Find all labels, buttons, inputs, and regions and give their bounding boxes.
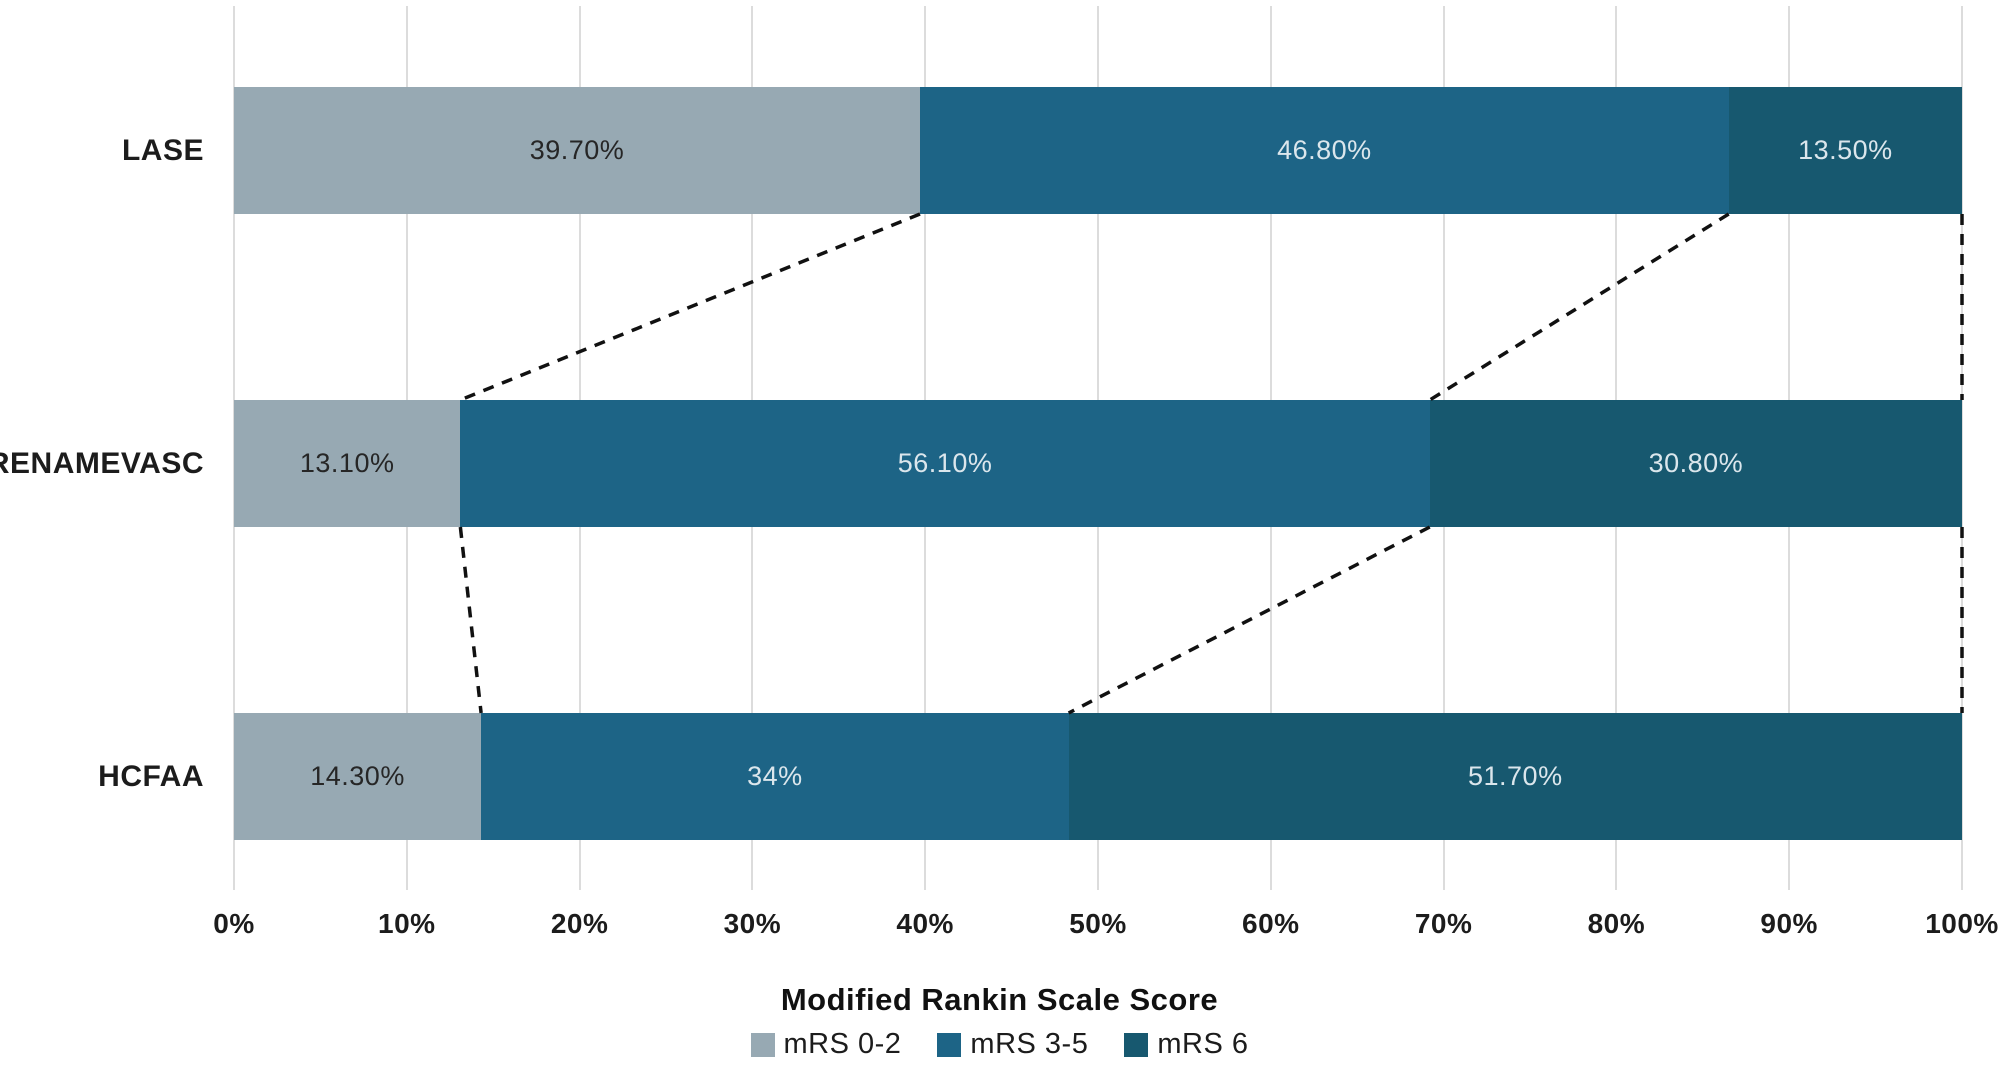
x-tick-label: 20% <box>550 908 609 939</box>
segment-value-label: 34% <box>747 761 803 791</box>
x-tick-label: 70% <box>1414 908 1473 939</box>
segment-value-label: 51.70% <box>1468 761 1563 791</box>
category-label-lase: LASE <box>121 133 204 167</box>
legend-swatch-icon <box>937 1032 962 1057</box>
category-label-hcfaa: HCFAA <box>98 759 204 793</box>
bar-segment: 13.50% <box>1728 87 1962 214</box>
bar-segment: 39.70% <box>234 87 921 214</box>
legend-item: mRS 3-5 <box>937 1028 1088 1061</box>
bar-segment: 30.80% <box>1429 400 1962 527</box>
segment-value-label: 14.30% <box>310 761 405 791</box>
legend: mRS 0-2 mRS 3-5 mRS 6 <box>0 1028 1999 1061</box>
x-tick-label: 0% <box>213 908 255 939</box>
segment-value-label: 13.10% <box>299 448 395 478</box>
legend-label: mRS 3-5 <box>970 1028 1089 1060</box>
x-tick-label: 40% <box>896 908 954 939</box>
bar-row-hcfaa: 14.30% 34% 51.70% <box>234 713 1962 840</box>
legend-swatch-icon <box>750 1032 775 1057</box>
bar-segment: 56.10% <box>460 400 1430 527</box>
gridline <box>1961 6 1963 890</box>
legend-label: mRS 6 <box>1157 1028 1249 1060</box>
category-label-renamevasc: RENAMEVASC <box>0 446 204 480</box>
legend-label: mRS 0-2 <box>783 1028 902 1060</box>
segment-value-label: 56.10% <box>897 448 993 478</box>
segment-value-label: 46.80% <box>1277 135 1372 165</box>
segment-value-label: 39.70% <box>529 135 625 165</box>
x-tick-label: 60% <box>1242 908 1300 939</box>
bar-segment: 13.10% <box>234 400 461 527</box>
bar-row-lase: 39.70% 46.80% 13.50% <box>234 87 1962 214</box>
legend-swatch-icon <box>1124 1032 1149 1057</box>
segment-value-label: 30.80% <box>1648 448 1744 478</box>
bar-segment: 14.30% <box>234 713 482 840</box>
legend-item: mRS 6 <box>1124 1028 1248 1061</box>
x-tick-label: 50% <box>1069 908 1127 939</box>
x-tick-label: 80% <box>1587 908 1646 939</box>
bar-segment: 34% <box>481 713 1069 840</box>
x-tick-label: 90% <box>1760 908 1818 939</box>
bar-row-renamevasc: 13.10% 56.10% 30.80% <box>234 400 1962 527</box>
x-axis-title: Modified Rankin Scale Score <box>780 982 1219 1017</box>
x-tick-label: 100% <box>1925 908 1999 939</box>
segment-value-label: 13.50% <box>1798 135 1893 165</box>
bar-segment: 46.80% <box>920 87 1729 214</box>
plot-area: 39.70% 46.80% 13.50% 13.10% 56.10% 30.80% 14.3… <box>233 6 1963 890</box>
legend-item: mRS 0-2 <box>750 1028 902 1061</box>
x-tick-label: 10% <box>378 908 436 939</box>
x-tick-label: 30% <box>723 908 782 939</box>
bar-segment: 51.70% <box>1068 713 1962 840</box>
